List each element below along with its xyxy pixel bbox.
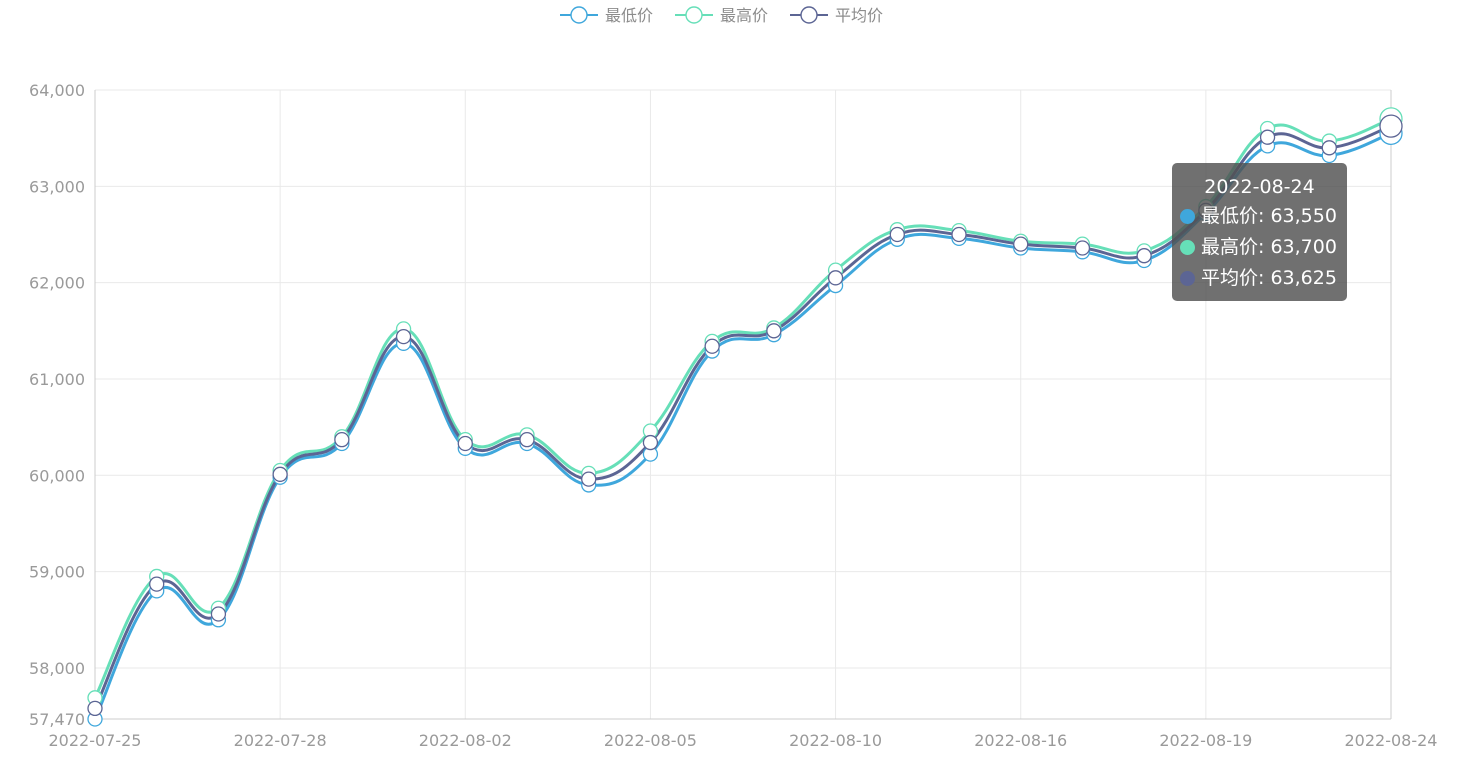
- data-point[interactable]: [334, 432, 350, 448]
- data-point[interactable]: [1013, 236, 1029, 252]
- legend-item-1[interactable]: 最高价: [675, 6, 768, 25]
- data-point[interactable]: [87, 700, 103, 717]
- tooltip-avg-value: 63,625: [1270, 267, 1337, 289]
- y-tick-label: 60,000: [29, 466, 85, 485]
- y-tick-label: 62,000: [29, 274, 85, 293]
- legend-marker: [800, 6, 818, 24]
- tooltip-row-low: 最低价: 63,550: [1180, 201, 1347, 232]
- x-tick-label: 2022-08-16: [974, 731, 1067, 750]
- data-point[interactable]: [1136, 248, 1152, 264]
- series-points[interactable]: [87, 107, 1403, 727]
- legend-marker: [570, 6, 588, 24]
- tooltip-row-high: 最高价: 63,700: [1180, 232, 1347, 263]
- legend-item-2[interactable]: 平均价: [790, 6, 883, 25]
- data-point[interactable]: [210, 606, 227, 622]
- tooltip-high-value: 63,700: [1270, 236, 1337, 258]
- tooltip-high-label: 最高价: [1201, 236, 1259, 258]
- legend-label: 最高价: [720, 6, 768, 25]
- tooltip-avg-label: 平均价: [1201, 267, 1259, 289]
- y-tick-label: 64,000: [29, 81, 85, 100]
- data-point[interactable]: [149, 576, 165, 592]
- x-tick-label: 2022-08-02: [419, 731, 512, 750]
- data-point[interactable]: [1259, 129, 1276, 145]
- y-tick-label: 59,000: [29, 563, 85, 582]
- data-point[interactable]: [827, 270, 844, 286]
- data-point[interactable]: [951, 226, 967, 243]
- x-tick-label: 2022-08-19: [1159, 731, 1252, 750]
- y-tick-label: 57,470: [29, 710, 85, 729]
- data-point[interactable]: [642, 434, 659, 451]
- data-point[interactable]: [1379, 114, 1403, 138]
- data-point[interactable]: [581, 471, 597, 487]
- x-tick-label: 2022-08-24: [1345, 731, 1438, 750]
- tooltip-high-dot: [1180, 240, 1195, 255]
- tooltip-date: 2022-08-24: [1204, 176, 1315, 198]
- legend-label: 最低价: [605, 6, 653, 25]
- tooltip-low-value: 63,550: [1270, 205, 1337, 227]
- chart-axes: 57,470 58,000 59,000 60,000 61,000 62,000 63,0…: [29, 81, 1437, 750]
- chart-legend[interactable]: 最低价 最高价 平均价: [560, 6, 883, 25]
- y-tick-label: 58,000: [29, 659, 85, 678]
- legend-marker: [685, 6, 703, 24]
- data-tooltip: 2022-08-24 最低价: 63,550 最高价: 63,700 平均价: …: [1172, 163, 1347, 301]
- data-point[interactable]: [519, 432, 535, 448]
- legend-label: 平均价: [835, 6, 883, 25]
- tooltip-avg-dot: [1180, 271, 1195, 286]
- data-point[interactable]: [457, 435, 473, 452]
- x-tick-label: 2022-07-25: [49, 731, 142, 750]
- tooltip-low-dot: [1180, 209, 1195, 224]
- tooltip-row-avg: 平均价: 63,625: [1180, 263, 1347, 294]
- y-tick-label: 63,000: [29, 177, 85, 196]
- x-tick-label: 2022-08-10: [789, 731, 882, 750]
- legend-item-0[interactable]: 最低价: [560, 6, 653, 25]
- data-point[interactable]: [272, 466, 288, 482]
- data-point[interactable]: [704, 338, 720, 354]
- data-point[interactable]: [889, 226, 905, 243]
- data-point[interactable]: [395, 328, 412, 345]
- data-point[interactable]: [766, 323, 782, 339]
- data-point[interactable]: [1074, 240, 1091, 256]
- x-tick-label: 2022-08-05: [604, 731, 697, 750]
- x-tick-label: 2022-07-28: [234, 731, 327, 750]
- data-point[interactable]: [1321, 140, 1337, 156]
- tooltip-low-label: 最低价: [1201, 205, 1259, 227]
- y-tick-label: 61,000: [29, 370, 85, 389]
